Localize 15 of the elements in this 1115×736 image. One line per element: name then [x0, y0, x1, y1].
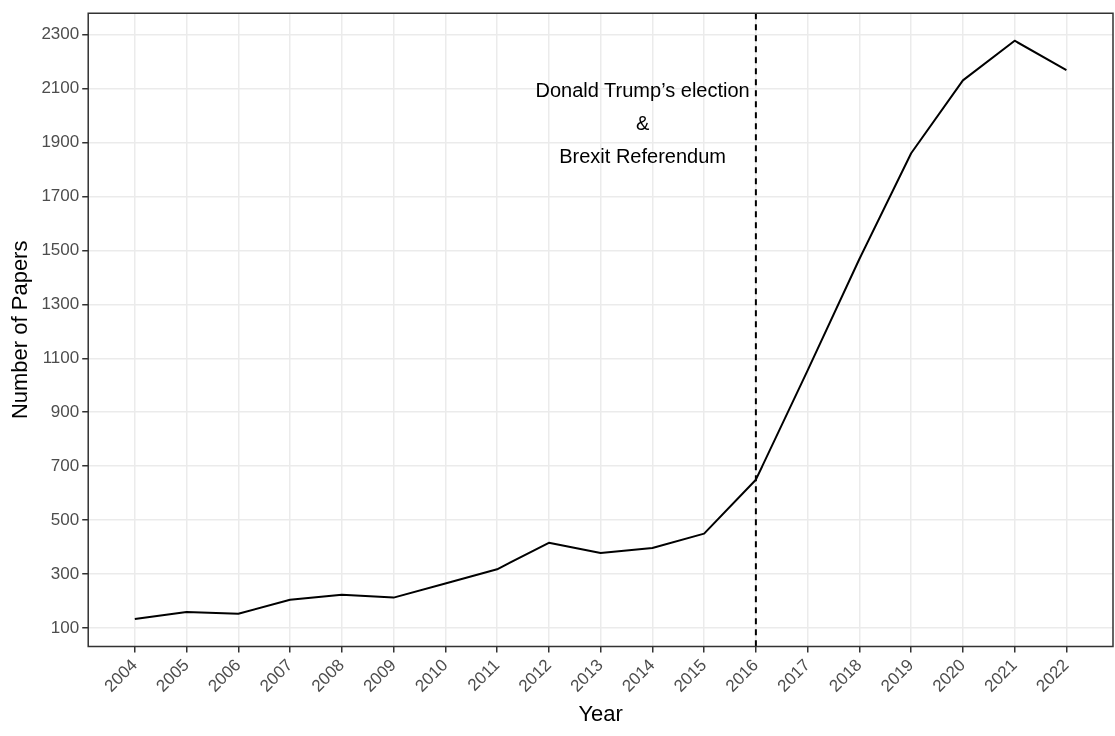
y-tick-label: 1900: [41, 132, 80, 152]
y-tick-label: 500: [50, 509, 80, 529]
x-axis-title: Year: [578, 700, 623, 726]
y-tick-label: 1500: [41, 240, 80, 260]
y-tick-label: 900: [50, 401, 80, 421]
y-tick-label: 1100: [42, 347, 80, 367]
y-tick-label: 700: [50, 455, 80, 475]
y-tick-label: 100: [50, 617, 80, 637]
y-tick-label: 1700: [41, 186, 80, 206]
y-axis-title: Number of Papers: [7, 240, 33, 420]
y-tick-label: 300: [50, 563, 80, 583]
y-tick-label: 2300: [41, 24, 80, 44]
ref-line-label: Donald Trump’s election & Brexit Referendum: [535, 78, 750, 167]
y-tick-label: 2100: [41, 78, 80, 98]
y-tick-label: 1300: [41, 294, 80, 314]
